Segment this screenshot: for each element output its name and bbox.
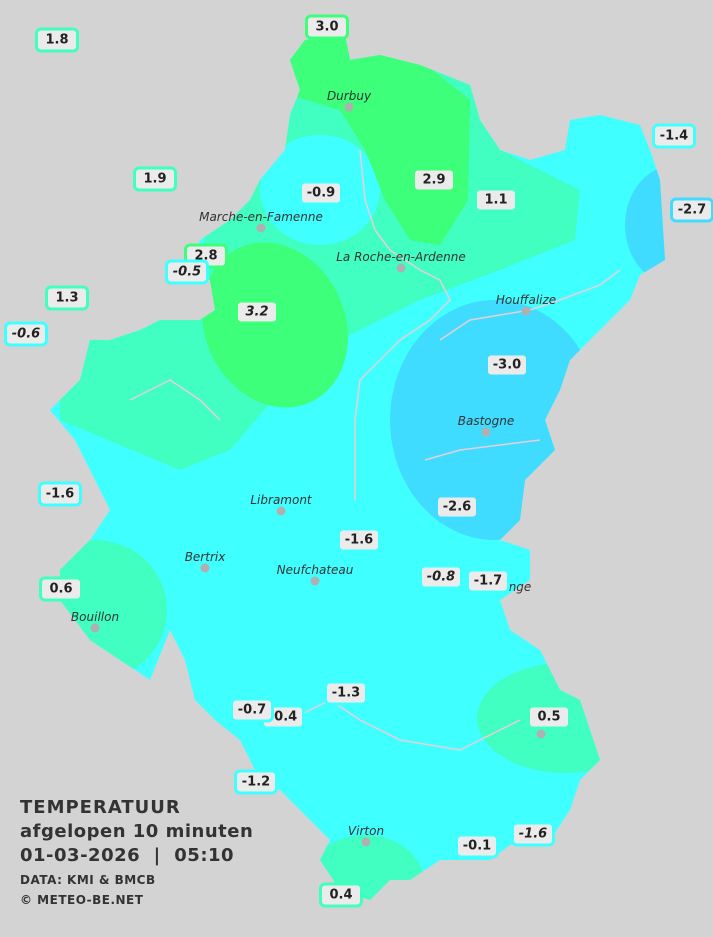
station-temperature-label: -0.7 xyxy=(230,697,274,723)
station-temperature-label: -3.0 xyxy=(485,352,529,378)
station-temperature-label: -1.7 xyxy=(466,568,510,594)
station-temperature-label: 1.3 xyxy=(45,285,89,311)
station-temperature-label: -1.6 xyxy=(38,481,82,507)
map-timestamp: 01-03-2026 | 05:10 xyxy=(20,845,235,866)
station-temperature-label: -1.3 xyxy=(324,680,368,706)
station-temperature-label: 2.9 xyxy=(412,167,456,193)
station-temperature-label: 3.2 xyxy=(235,299,279,325)
zone-blue-east xyxy=(625,165,665,285)
river-semois xyxy=(259,699,521,751)
station-temperature-label: 3.0 xyxy=(305,14,349,40)
station-temperature-label: -2.6 xyxy=(435,494,479,520)
station-temperature-label: -0.6 xyxy=(4,321,48,347)
station-temperature-label: 0.4 xyxy=(319,882,363,908)
station-temperature-label: -0.9 xyxy=(299,180,343,206)
river-bastogne xyxy=(424,439,541,461)
city-marker xyxy=(310,576,320,586)
city-label: Bastogne xyxy=(457,414,515,428)
city-marker xyxy=(90,623,100,633)
station-temperature-label: -0.5 xyxy=(165,259,209,285)
river-lesse xyxy=(129,379,221,421)
city-marker xyxy=(396,263,406,273)
city-label: Houffalize xyxy=(495,293,557,307)
city-marker xyxy=(521,306,531,316)
city-marker xyxy=(536,729,546,739)
station-temperature-label: -1.4 xyxy=(652,123,696,149)
city-marker xyxy=(200,563,210,573)
station-temperature-label: -2.7 xyxy=(670,197,713,223)
city-label: Bertrix xyxy=(184,550,226,564)
city-label: nge xyxy=(508,580,532,594)
map-title: TEMPERATUUR xyxy=(20,797,181,818)
city-marker xyxy=(276,506,286,516)
city-marker xyxy=(481,427,491,437)
station-temperature-label: 0.5 xyxy=(527,704,571,730)
zone-green-west xyxy=(202,242,348,408)
city-label: Virton xyxy=(347,824,385,838)
river-ourthe xyxy=(354,149,451,500)
zone-mint-virton xyxy=(305,835,425,900)
map-legend: TEMPERATUUR afgelopen 10 minuten 01-03-2… xyxy=(20,796,253,910)
station-temperature-label: 1.1 xyxy=(474,187,518,213)
city-label: Durbuy xyxy=(326,89,372,103)
station-temperature-label: 1.9 xyxy=(133,166,177,192)
city-label: Marche-en-Famenne xyxy=(199,210,323,224)
station-temperature-label: -1.6 xyxy=(511,821,555,847)
city-label: La Roche-en-Ardenne xyxy=(336,250,466,264)
city-marker xyxy=(256,223,266,233)
station-temperature-label: -1.6 xyxy=(337,527,381,553)
map-subtitle: afgelopen 10 minuten xyxy=(20,821,254,842)
city-label: Bouillon xyxy=(70,610,120,624)
copyright: © METEO-BE.NET xyxy=(20,893,144,907)
station-temperature-label: -1.2 xyxy=(234,769,278,795)
city-label: Neufchateau xyxy=(276,563,354,577)
station-temperature-label: -0.8 xyxy=(419,564,463,590)
city-marker xyxy=(361,837,371,847)
station-temperature-label: -0.1 xyxy=(455,833,499,859)
city-label: Libramont xyxy=(250,493,312,507)
data-source: DATA: KMI & BMCB xyxy=(20,873,156,887)
station-temperature-label: 1.8 xyxy=(35,27,79,53)
station-temperature-label: 0.6 xyxy=(39,576,83,602)
city-marker xyxy=(344,102,354,112)
